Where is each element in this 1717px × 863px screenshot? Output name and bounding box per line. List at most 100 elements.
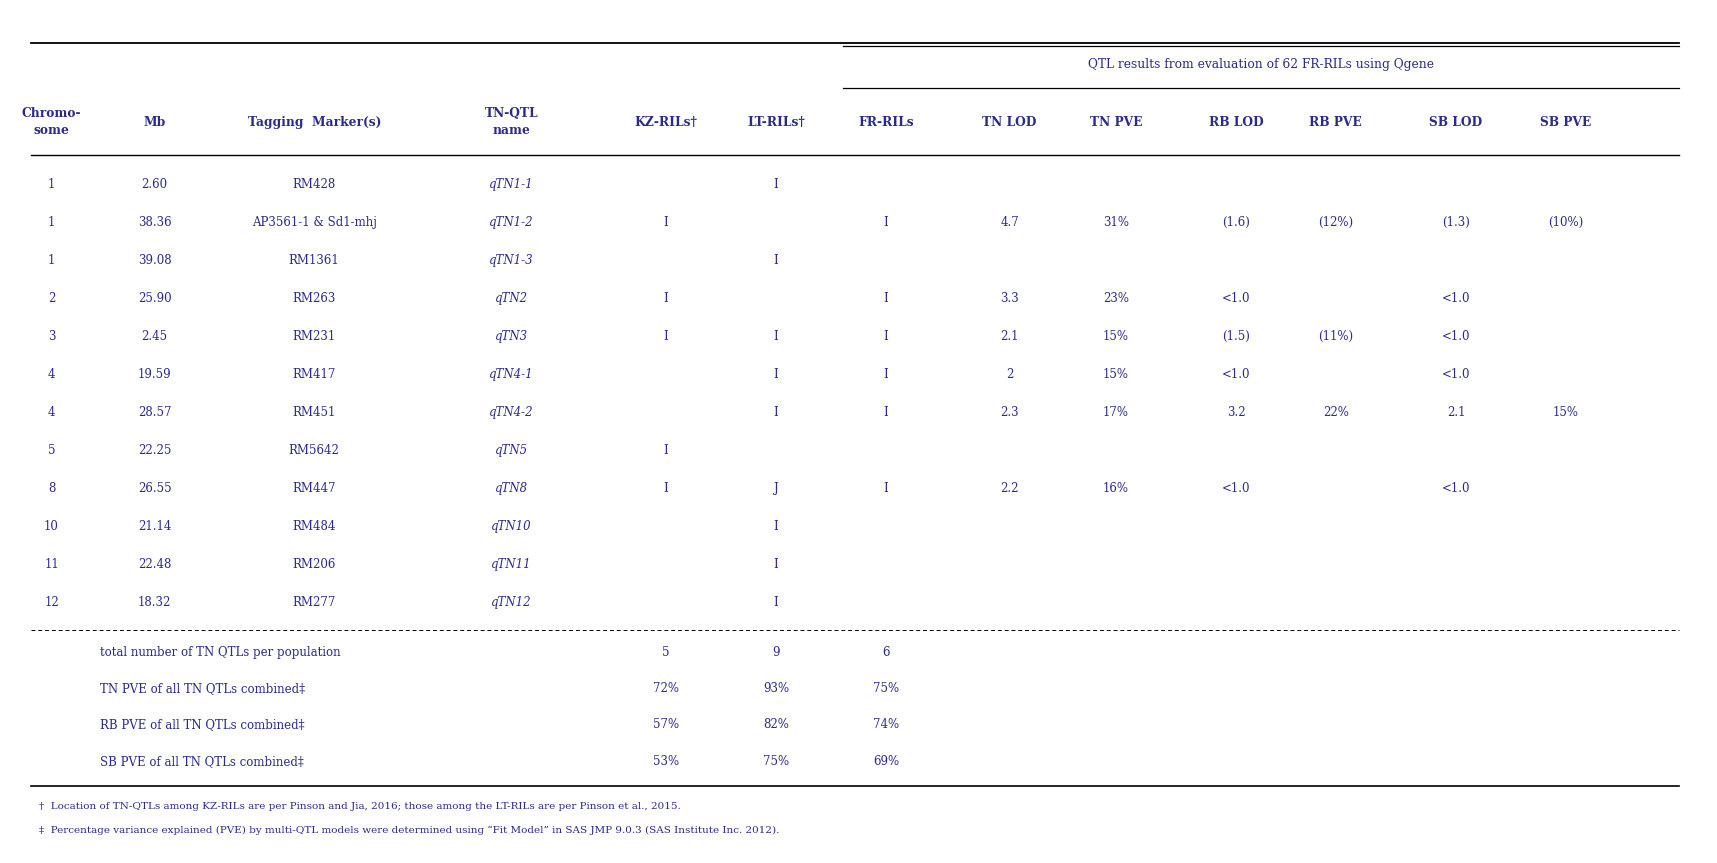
Text: 38.36: 38.36 [137, 216, 172, 230]
Text: AP3561-1 & Sd1-mhj: AP3561-1 & Sd1-mhj [252, 216, 376, 230]
Text: 19.59: 19.59 [137, 368, 172, 381]
Text: FR-RILs: FR-RILs [858, 116, 913, 129]
Text: RB PVE: RB PVE [1310, 116, 1362, 129]
Text: qTN10: qTN10 [491, 520, 532, 533]
Text: 15%: 15% [1102, 330, 1130, 343]
Text: 39.08: 39.08 [137, 254, 172, 268]
Text: RM428: RM428 [292, 178, 337, 192]
Text: 1: 1 [48, 178, 55, 192]
Text: 4: 4 [48, 406, 55, 419]
Text: (1.3): (1.3) [1442, 216, 1470, 230]
Text: RM5642: RM5642 [288, 444, 340, 457]
Text: I: I [884, 368, 888, 381]
Text: RM231: RM231 [292, 330, 337, 343]
Text: 53%: 53% [652, 754, 680, 768]
Text: 25.90: 25.90 [137, 292, 172, 306]
Text: 2: 2 [1006, 368, 1013, 381]
Text: 5: 5 [663, 646, 670, 659]
Text: <1.0: <1.0 [1442, 292, 1470, 306]
Text: I: I [774, 406, 778, 419]
Text: SB PVE: SB PVE [1540, 116, 1592, 129]
Text: I: I [664, 330, 668, 343]
Text: 3.2: 3.2 [1228, 406, 1245, 419]
Text: TN LOD: TN LOD [982, 116, 1037, 129]
Text: 22.25: 22.25 [137, 444, 172, 457]
Text: 22%: 22% [1322, 406, 1350, 419]
Text: RM263: RM263 [292, 292, 337, 306]
Text: 18.32: 18.32 [137, 595, 172, 609]
Text: I: I [664, 216, 668, 230]
Text: Tagging  Marker(s): Tagging Marker(s) [247, 116, 381, 129]
Text: <1.0: <1.0 [1442, 482, 1470, 495]
Text: QTL results from evaluation of 62 FR-RILs using Qgene: QTL results from evaluation of 62 FR-RIL… [1089, 58, 1434, 72]
Text: RB PVE of all TN QTLs combined‡: RB PVE of all TN QTLs combined‡ [100, 718, 304, 732]
Text: I: I [664, 482, 668, 495]
Text: 9: 9 [773, 646, 780, 659]
Text: (1.6): (1.6) [1223, 216, 1250, 230]
Text: 75%: 75% [762, 754, 790, 768]
Text: RM277: RM277 [292, 595, 337, 609]
Text: 16%: 16% [1102, 482, 1130, 495]
Text: 11: 11 [45, 557, 58, 571]
Text: 10: 10 [45, 520, 58, 533]
Text: I: I [664, 444, 668, 457]
Text: 74%: 74% [872, 718, 900, 732]
Text: I: I [884, 330, 888, 343]
Text: 93%: 93% [762, 682, 790, 696]
Text: <1.0: <1.0 [1442, 330, 1470, 343]
Text: qTN1-3: qTN1-3 [489, 254, 534, 268]
Text: I: I [884, 292, 888, 306]
Text: Mb: Mb [144, 116, 165, 129]
Text: 2.3: 2.3 [1001, 406, 1018, 419]
Text: J: J [774, 482, 778, 495]
Text: qTN11: qTN11 [491, 557, 532, 571]
Text: qTN4-1: qTN4-1 [489, 368, 534, 381]
Text: 2.60: 2.60 [141, 178, 168, 192]
Text: 2.2: 2.2 [1001, 482, 1018, 495]
Text: RM484: RM484 [292, 520, 337, 533]
Text: Chromo-: Chromo- [22, 106, 81, 120]
Text: RM1361: RM1361 [288, 254, 340, 268]
Text: RM447: RM447 [292, 482, 337, 495]
Text: ‡  Percentage variance explained (PVE) by multi-QTL models were determined using: ‡ Percentage variance explained (PVE) by… [39, 826, 780, 835]
Text: I: I [664, 292, 668, 306]
Text: I: I [884, 482, 888, 495]
Text: 4: 4 [48, 368, 55, 381]
Text: I: I [884, 406, 888, 419]
Text: RM417: RM417 [292, 368, 337, 381]
Text: 15%: 15% [1102, 368, 1130, 381]
Text: 22.48: 22.48 [137, 557, 172, 571]
Text: SB LOD: SB LOD [1430, 116, 1482, 129]
Text: I: I [884, 216, 888, 230]
Text: 21.14: 21.14 [137, 520, 172, 533]
Text: qTN12: qTN12 [491, 595, 532, 609]
Text: <1.0: <1.0 [1223, 482, 1250, 495]
Text: (1.5): (1.5) [1223, 330, 1250, 343]
Text: 6: 6 [883, 646, 889, 659]
Text: 17%: 17% [1102, 406, 1130, 419]
Text: qTN8: qTN8 [494, 482, 529, 495]
Text: (10%): (10%) [1549, 216, 1583, 230]
Text: SB PVE of all TN QTLs combined‡: SB PVE of all TN QTLs combined‡ [100, 754, 304, 768]
Text: qTN5: qTN5 [494, 444, 529, 457]
Text: 2.1: 2.1 [1447, 406, 1465, 419]
Text: 57%: 57% [652, 718, 680, 732]
Text: I: I [774, 254, 778, 268]
Text: 82%: 82% [762, 718, 790, 732]
Text: RM206: RM206 [292, 557, 337, 571]
Text: 69%: 69% [872, 754, 900, 768]
Text: <1.0: <1.0 [1442, 368, 1470, 381]
Text: 2.45: 2.45 [141, 330, 168, 343]
Text: qTN3: qTN3 [494, 330, 529, 343]
Text: LT-RILs†: LT-RILs† [747, 116, 805, 129]
Text: 1: 1 [48, 216, 55, 230]
Text: 3: 3 [48, 330, 55, 343]
Text: RM451: RM451 [292, 406, 337, 419]
Text: 26.55: 26.55 [137, 482, 172, 495]
Text: qTN2: qTN2 [494, 292, 529, 306]
Text: qTN1-1: qTN1-1 [489, 178, 534, 192]
Text: 4.7: 4.7 [1001, 216, 1018, 230]
Text: KZ-RILs†: KZ-RILs† [635, 116, 697, 129]
Text: 75%: 75% [872, 682, 900, 696]
Text: TN-QTL: TN-QTL [484, 106, 539, 120]
